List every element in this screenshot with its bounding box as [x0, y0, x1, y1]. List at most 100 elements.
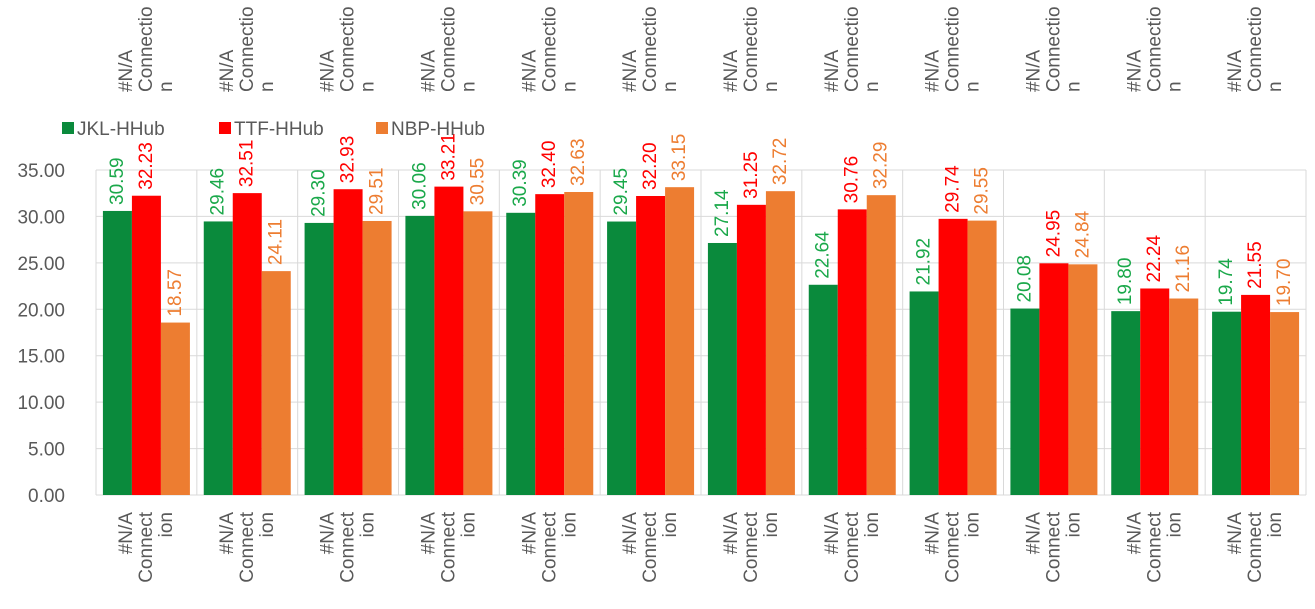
x-tick-label: ion: [1164, 512, 1185, 537]
top-axis-label: n: [1164, 81, 1185, 92]
x-tick-label: #N/A: [519, 512, 540, 555]
top-axis-label: n: [559, 81, 580, 92]
data-label: 24.95: [1043, 210, 1064, 258]
y-tick-label: 35.00: [17, 161, 65, 182]
bar-jkl-hhub: [1111, 311, 1141, 495]
data-label: 33.15: [669, 134, 690, 182]
bar-ttf-hhub: [636, 196, 666, 495]
top-axis-label: Connectio: [741, 6, 762, 92]
legend-label: NBP-HHub: [391, 119, 485, 140]
top-axis-label: #N/A: [1124, 49, 1145, 92]
data-label: 30.06: [409, 162, 430, 210]
bar-ttf-hhub: [232, 193, 262, 495]
bar-jkl-hhub: [1010, 308, 1040, 495]
bar-ttf-hhub: [1140, 288, 1170, 495]
top-axis-label: Connectio: [1144, 6, 1165, 92]
data-label: 32.20: [640, 142, 661, 190]
x-tick-label: Connect: [438, 511, 459, 582]
x-tick-label: #N/A: [620, 512, 641, 555]
x-tick-label: ion: [862, 512, 883, 537]
data-label: 33.21: [438, 133, 459, 181]
top-axis-label: Connectio: [136, 6, 157, 92]
y-tick-label: 15.00: [17, 347, 65, 368]
data-label: 29.51: [367, 167, 388, 215]
top-axis-label: #N/A: [1023, 49, 1044, 92]
bar-nbp-hhub: [160, 322, 190, 495]
legend-swatch: [62, 122, 74, 134]
top-axis-label: n: [1063, 81, 1084, 92]
bar-nbp-hhub: [564, 192, 594, 495]
top-axis-label: #N/A: [318, 49, 339, 92]
top-axis-label: Connectio: [943, 6, 964, 92]
legend-swatch: [376, 122, 388, 134]
top-axis-label: Connectio: [1245, 6, 1266, 92]
bar-jkl-hhub: [909, 291, 939, 495]
x-tick-label: ion: [1265, 512, 1286, 537]
data-label: 29.55: [972, 167, 993, 215]
x-tick-label: Connect: [136, 511, 157, 582]
x-tick-label: ion: [660, 512, 681, 537]
y-tick-label: 5.00: [28, 440, 65, 461]
data-label: 20.08: [1014, 255, 1035, 303]
top-axis-label: Connectio: [842, 6, 863, 92]
x-tick-label: Connect: [741, 511, 762, 582]
data-label: 27.14: [712, 189, 733, 237]
data-label: 21.92: [914, 238, 935, 286]
x-tick-label: #N/A: [318, 512, 339, 555]
legend-swatch: [219, 122, 231, 134]
y-tick-label: 25.00: [17, 254, 65, 275]
top-axis-label: n: [358, 81, 379, 92]
top-axis-label: #N/A: [923, 49, 944, 92]
x-tick-label: ion: [963, 512, 984, 537]
data-label: 18.57: [165, 269, 186, 317]
bar-jkl-hhub: [506, 212, 536, 496]
bar-ttf-hhub: [938, 218, 968, 496]
x-tick-label: #N/A: [418, 512, 439, 555]
x-tick-label: #N/A: [1023, 512, 1044, 555]
bar-ttf-hhub: [434, 186, 464, 495]
y-tick-label: 30.00: [17, 207, 65, 228]
bar-ttf-hhub: [333, 189, 363, 495]
data-label: 30.39: [510, 159, 531, 207]
data-label: 29.46: [208, 168, 229, 216]
bar-nbp-hhub: [1169, 298, 1199, 495]
data-label: 32.63: [568, 138, 589, 186]
bar-nbp-hhub: [1068, 264, 1098, 495]
x-tick-label: #N/A: [1124, 512, 1145, 555]
bar-nbp-hhub: [261, 271, 291, 495]
x-tick-label: #N/A: [721, 512, 742, 555]
bar-ttf-hhub: [1039, 263, 1069, 495]
top-axis-label: #N/A: [519, 49, 540, 92]
data-label: 30.76: [842, 156, 863, 204]
legend-label: TTF-HHub: [234, 119, 324, 140]
top-axis-label: n: [660, 81, 681, 92]
bar-nbp-hhub: [1270, 312, 1300, 495]
data-label: 32.23: [136, 142, 157, 190]
bar-ttf-hhub: [131, 195, 161, 495]
data-label: 29.45: [611, 168, 632, 216]
x-tick-label: Connect: [539, 511, 560, 582]
data-label: 31.25: [741, 151, 762, 199]
top-axis-label: n: [257, 81, 278, 92]
top-axis-label: Connectio: [237, 6, 258, 92]
x-tick-label: Connect: [338, 511, 359, 582]
bar-nbp-hhub: [362, 220, 392, 495]
x-tick-label: #N/A: [1225, 512, 1246, 555]
bar-jkl-hhub: [707, 242, 737, 495]
x-tick-label: #N/A: [217, 512, 238, 555]
top-axis-label: n: [963, 81, 984, 92]
bar-nbp-hhub: [463, 211, 493, 496]
data-label: 30.55: [467, 158, 488, 206]
bar-ttf-hhub: [837, 209, 867, 495]
data-label: 32.93: [338, 136, 359, 184]
top-axis-label: #N/A: [721, 49, 742, 92]
top-axis-label: n: [761, 81, 782, 92]
bar-nbp-hhub: [765, 191, 795, 495]
top-axis-label: n: [1265, 81, 1286, 92]
top-axis-label: Connectio: [438, 6, 459, 92]
data-label: 21.16: [1173, 245, 1194, 293]
bar-nbp-hhub: [866, 195, 896, 495]
top-axis-label: #N/A: [116, 49, 137, 92]
data-label: 19.80: [1115, 258, 1136, 306]
x-tick-label: #N/A: [822, 512, 843, 555]
